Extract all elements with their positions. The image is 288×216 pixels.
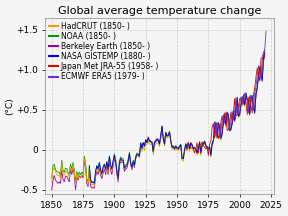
Title: Global average temperature change: Global average temperature change [58,6,261,16]
Y-axis label: (°C): (°C) [5,97,15,115]
Legend: HadCRUT (1850- ), NOAA (1850- ), Berkeley Earth (1850- ), NASA GISTEMP (1880- ),: HadCRUT (1850- ), NOAA (1850- ), Berkele… [48,20,161,83]
